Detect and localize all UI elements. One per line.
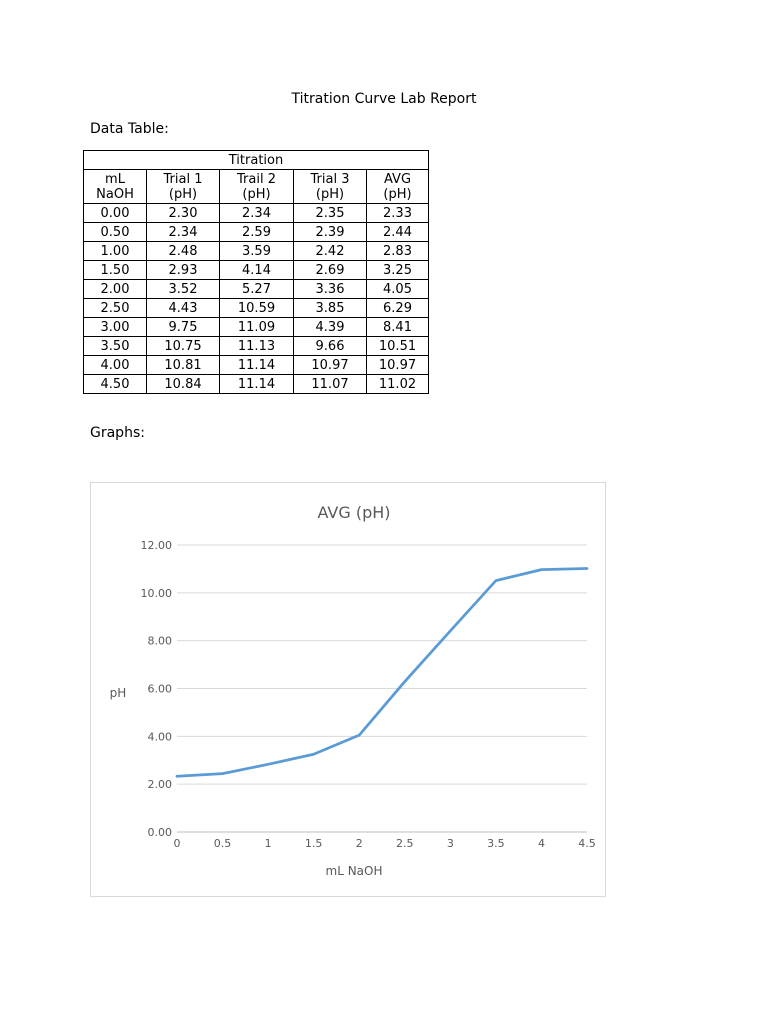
- table-cell: 2.50: [83, 298, 147, 318]
- table-row: 1.50 2.93 4.14 2.69 3.25: [83, 260, 429, 280]
- header-trial-3: Trial 3 (pH): [293, 169, 367, 204]
- x-tick-label: 4.5: [578, 837, 596, 850]
- table-row: 0.50 2.34 2.59 2.39 2.44: [83, 222, 429, 242]
- x-tick-label: 2.5: [396, 837, 414, 850]
- table-cell: 3.25: [366, 260, 429, 280]
- table-cell: 2.44: [366, 222, 429, 242]
- table-cell: 11.13: [219, 336, 294, 356]
- table-cell: 2.83: [366, 241, 429, 261]
- table-cell: 2.93: [146, 260, 220, 280]
- table-cell: 11.02: [366, 374, 429, 394]
- table-cell: 1.50: [83, 260, 147, 280]
- table-cell: 2.30: [146, 203, 220, 223]
- table-row: 3.50 10.75 11.13 9.66 10.51: [83, 336, 429, 356]
- table-cell: 6.29: [366, 298, 429, 318]
- table-cell: 4.00: [83, 355, 147, 375]
- series-line: [175, 567, 589, 778]
- table-cell: 3.50: [83, 336, 147, 356]
- table-cell: 10.97: [293, 355, 367, 375]
- table-cell: 9.66: [293, 336, 367, 356]
- table-cell: 2.34: [219, 203, 294, 223]
- header-trial-2: Trail 2 (pH): [219, 169, 294, 204]
- table-row: 3.00 9.75 11.09 4.39 8.41: [83, 317, 429, 337]
- table-cell: 2.00: [83, 279, 147, 299]
- table-cell: 10.81: [146, 355, 220, 375]
- graphs-label: Graphs:: [90, 425, 145, 441]
- table-cell: 4.43: [146, 298, 220, 318]
- table-cell: 8.41: [366, 317, 429, 337]
- table-row: 0.00 2.30 2.34 2.35 2.33: [83, 203, 429, 223]
- x-tick-label: 4: [538, 837, 545, 850]
- table-row: 4.00 10.81 11.14 10.97 10.97: [83, 355, 429, 375]
- table-row: 2.00 3.52 5.27 3.36 4.05: [83, 279, 429, 299]
- table-cell: 3.85: [293, 298, 367, 318]
- table-cell: 11.07: [293, 374, 367, 394]
- table-cell: 11.14: [219, 355, 294, 375]
- header-avg: AVG (pH): [366, 169, 429, 204]
- table-cell: 2.33: [366, 203, 429, 223]
- table-cell: 3.52: [146, 279, 220, 299]
- table-cell: 9.75: [146, 317, 220, 337]
- document-title: Titration Curve Lab Report: [291, 91, 477, 107]
- table-cell: 10.84: [146, 374, 220, 394]
- data-table-label: Data Table:: [90, 121, 169, 137]
- y-tick-label: 4.00: [148, 730, 173, 743]
- table-cell: 4.05: [366, 279, 429, 299]
- header-ml-naoh: mL NaOH: [83, 169, 147, 204]
- x-tick-label: 2: [356, 837, 363, 850]
- table-cell: 3.36: [293, 279, 367, 299]
- table-cell: 4.39: [293, 317, 367, 337]
- table-cell: 4.50: [83, 374, 147, 394]
- titration-data-table: Titration mL NaOH Trial 1 (pH) Trail 2 (pH)…: [83, 150, 429, 394]
- x-tick-label: 1.5: [305, 837, 323, 850]
- table-cell: 2.34: [146, 222, 220, 242]
- y-tick-label: 6.00: [148, 683, 173, 696]
- table-cell: 10.97: [366, 355, 429, 375]
- x-tick-label: 0: [174, 837, 181, 850]
- header-trial-1: Trial 1 (pH): [146, 169, 220, 204]
- chart-container: AVG (pH) 0.00 2.00 4.00 6.00 8.00 10.00 12.00 0 0…: [90, 482, 606, 897]
- table-caption: Titration: [83, 150, 429, 170]
- table-cell: 2.69: [293, 260, 367, 280]
- table-cell: 2.35: [293, 203, 367, 223]
- table-cell: 2.48: [146, 241, 220, 261]
- table-cell: 3.59: [219, 241, 294, 261]
- table-cell: 3.00: [83, 317, 147, 337]
- table-cell: 10.51: [366, 336, 429, 356]
- y-axis-label: pH: [110, 686, 127, 700]
- x-tick-label: 3.5: [487, 837, 505, 850]
- table-cell: 11.09: [219, 317, 294, 337]
- table-cell: 0.00: [83, 203, 147, 223]
- x-axis-label: mL NaOH: [326, 864, 383, 878]
- table-cell: 4.14: [219, 260, 294, 280]
- table-cell: 2.59: [219, 222, 294, 242]
- table-cell: 1.00: [83, 241, 147, 261]
- y-tick-label: 10.00: [141, 587, 173, 600]
- table-cell: 11.14: [219, 374, 294, 394]
- table-row: 4.50 10.84 11.14 11.07 11.02: [83, 374, 429, 394]
- table-cell: 2.39: [293, 222, 367, 242]
- table-cell: 5.27: [219, 279, 294, 299]
- y-tick-label: 2.00: [148, 778, 173, 791]
- x-tick-label: 1: [265, 837, 272, 850]
- y-tick-label: 0.00: [148, 826, 173, 839]
- y-tick-label: 8.00: [148, 635, 173, 648]
- x-tick-label: 0.5: [214, 837, 232, 850]
- table-cell: 0.50: [83, 222, 147, 242]
- table-row: 1.00 2.48 3.59 2.42 2.83: [83, 241, 429, 261]
- table-cell: 10.75: [146, 336, 220, 356]
- table-cell: 10.59: [219, 298, 294, 318]
- chart-title: AVG (pH): [317, 503, 390, 522]
- y-tick-label: 12.00: [141, 539, 173, 552]
- x-tick-label: 3: [447, 837, 454, 850]
- avg-ph-chart: AVG (pH) 0.00 2.00 4.00 6.00 8.00 10.00 12.00 0 0…: [110, 503, 596, 878]
- table-cell: 2.42: [293, 241, 367, 261]
- table-row: 2.50 4.43 10.59 3.85 6.29: [83, 298, 429, 318]
